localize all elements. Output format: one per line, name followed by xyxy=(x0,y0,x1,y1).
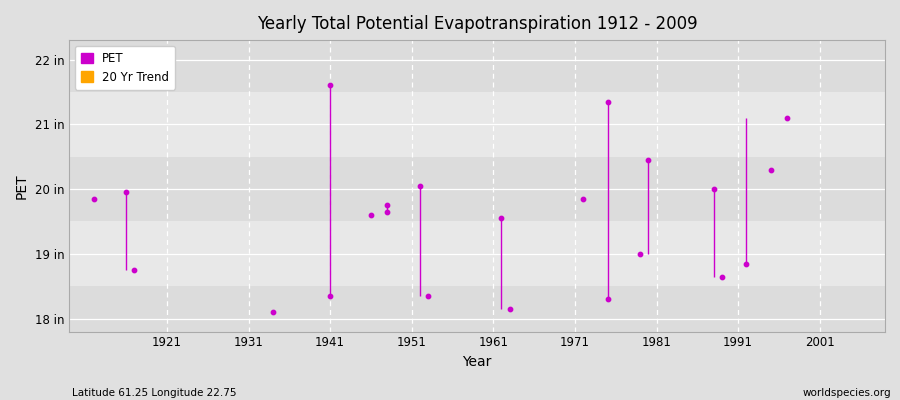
Point xyxy=(323,82,338,89)
Legend: PET, 20 Yr Trend: PET, 20 Yr Trend xyxy=(75,46,175,90)
Point xyxy=(380,208,394,215)
Bar xyxy=(69,157,885,222)
Point xyxy=(600,296,615,302)
Text: Latitude 61.25 Longitude 22.75: Latitude 61.25 Longitude 22.75 xyxy=(72,388,237,398)
Point xyxy=(494,215,508,222)
Point xyxy=(127,267,141,273)
Point xyxy=(715,273,729,280)
Point xyxy=(86,196,101,202)
Bar xyxy=(69,222,885,286)
Point xyxy=(633,251,647,257)
Point xyxy=(739,260,753,267)
Point xyxy=(364,212,378,218)
Point xyxy=(502,306,517,312)
Bar xyxy=(69,286,885,332)
X-axis label: Year: Year xyxy=(463,355,491,369)
Point xyxy=(380,202,394,208)
Bar xyxy=(69,92,885,157)
Y-axis label: PET: PET xyxy=(15,173,29,199)
Point xyxy=(576,196,590,202)
Point xyxy=(763,166,778,173)
Point xyxy=(641,157,655,163)
Title: Yearly Total Potential Evapotranspiration 1912 - 2009: Yearly Total Potential Evapotranspiratio… xyxy=(256,15,698,33)
Bar xyxy=(69,40,885,92)
Text: worldspecies.org: worldspecies.org xyxy=(803,388,891,398)
Point xyxy=(780,115,795,121)
Point xyxy=(119,189,133,196)
Point xyxy=(706,186,721,192)
Point xyxy=(413,183,428,189)
Point xyxy=(421,293,436,299)
Point xyxy=(600,98,615,105)
Point xyxy=(266,309,280,315)
Point xyxy=(323,293,338,299)
